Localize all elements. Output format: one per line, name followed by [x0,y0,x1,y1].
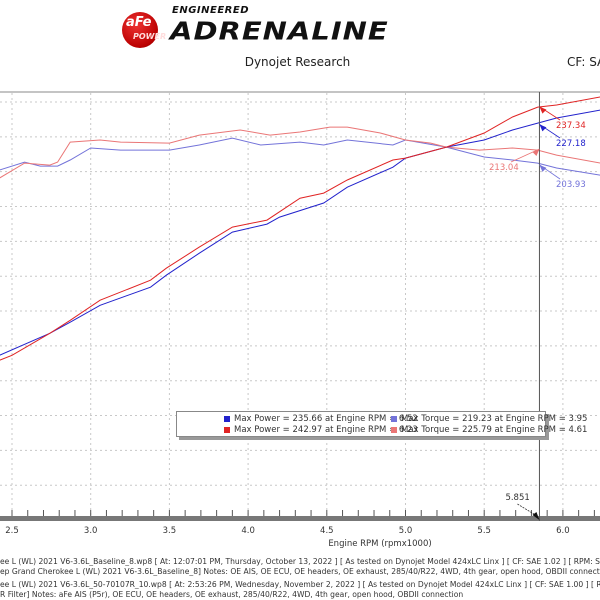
x-tick-label: 5.0 [399,526,413,536]
cursor-pointer-line [517,503,536,516]
legend-item-torque-afe: Max Torque = 225.79 at Engine RPM = 4.61 [391,425,587,435]
chart-subtitle: Dynojet Research [244,55,351,69]
grid [0,93,600,516]
legend-text: Max Power = 235.66 at Engine RPM = 6.52 [234,414,418,424]
x-axis-title: Engine RPM (rpmx1000) [328,539,432,549]
annotation-label: 227.18 [556,139,586,149]
x-tick-label: 3.0 [84,526,98,536]
afe-logo-power: POWER [133,32,167,41]
run-note-line: ee L (WL) 2021 V6-3.6L_Baseline_8.wp8 [ … [0,557,600,566]
annotation-arrow-icon [539,106,547,114]
run-note-line: ep Grand Cherokee L (WL) 2021 V6-3.6L_Ba… [0,567,600,576]
x-tick-label: 2.5 [5,526,19,536]
annotation-label: 203.93 [556,180,586,190]
cf-label: CF: SA [567,55,600,69]
x-tick-label: 6.0 [556,526,570,536]
annotation-arrow-icon [539,164,547,172]
x-tick-label: 5.5 [477,526,491,536]
legend-item-power-baseline: Max Power = 235.66 at Engine RPM = 6.52 [224,414,418,424]
afe-logo-text: aFe [126,15,152,30]
logo-title: ADRENALINE [170,16,389,46]
x-tick-label: 4.5 [320,526,334,536]
x-axis-bar [0,516,600,521]
series-line-torque_baseline [0,137,600,176]
legend-swatch [224,416,230,422]
annotations: 237.34 227.18 213.04 203.93 [489,106,586,190]
legend-item-torque-baseline: Max Torque = 219.23 at Engine RPM = 3.95 [391,414,587,424]
series-line-torque_afe [0,126,600,179]
legend-text: Max Power = 242.97 at Engine RPM = 6.23 [234,425,418,435]
run-note-line: ee L (WL) 2021 V6-3.6L_50-70107R_10.wp8 … [0,580,600,589]
legend-item-power-afe: Max Power = 242.97 at Engine RPM = 6.23 [224,425,418,435]
x-tick-label: 3.5 [163,526,177,536]
cursor: 5.851 [505,92,540,521]
legend-text: Max Torque = 225.79 at Engine RPM = 4.61 [401,425,588,435]
legend: Max Power = 235.66 at Engine RPM = 6.52 … [176,411,587,437]
run-note-line: R Filter] Notes: aFe AIS (P5r), OE ECU, … [0,590,464,599]
annotation-arrow-icon [539,124,547,132]
legend-text: Max Torque = 219.23 at Engine RPM = 3.95 [401,414,588,424]
legend-swatch [391,416,397,422]
cursor-value-label: 5.851 [505,493,529,503]
cursor-arrow-icon [532,512,540,520]
legend-swatch [391,427,397,433]
logo-tagline: ENGINEERED [172,5,249,16]
series-line-power_afe [0,96,600,361]
annotation-arrow-icon [532,148,540,156]
series-group [0,96,600,361]
afe-logo-badge [122,12,158,48]
x-tick-label: 4.0 [241,526,255,536]
legend-swatch [224,427,230,433]
annotation-label: 237.34 [556,121,586,131]
x-axis: 2.5 3.0 3.5 4.0 4.5 5.0 5.5 6.0 [0,510,600,536]
annotation-label: 213.04 [489,163,519,173]
series-line-power_baseline [0,109,600,356]
